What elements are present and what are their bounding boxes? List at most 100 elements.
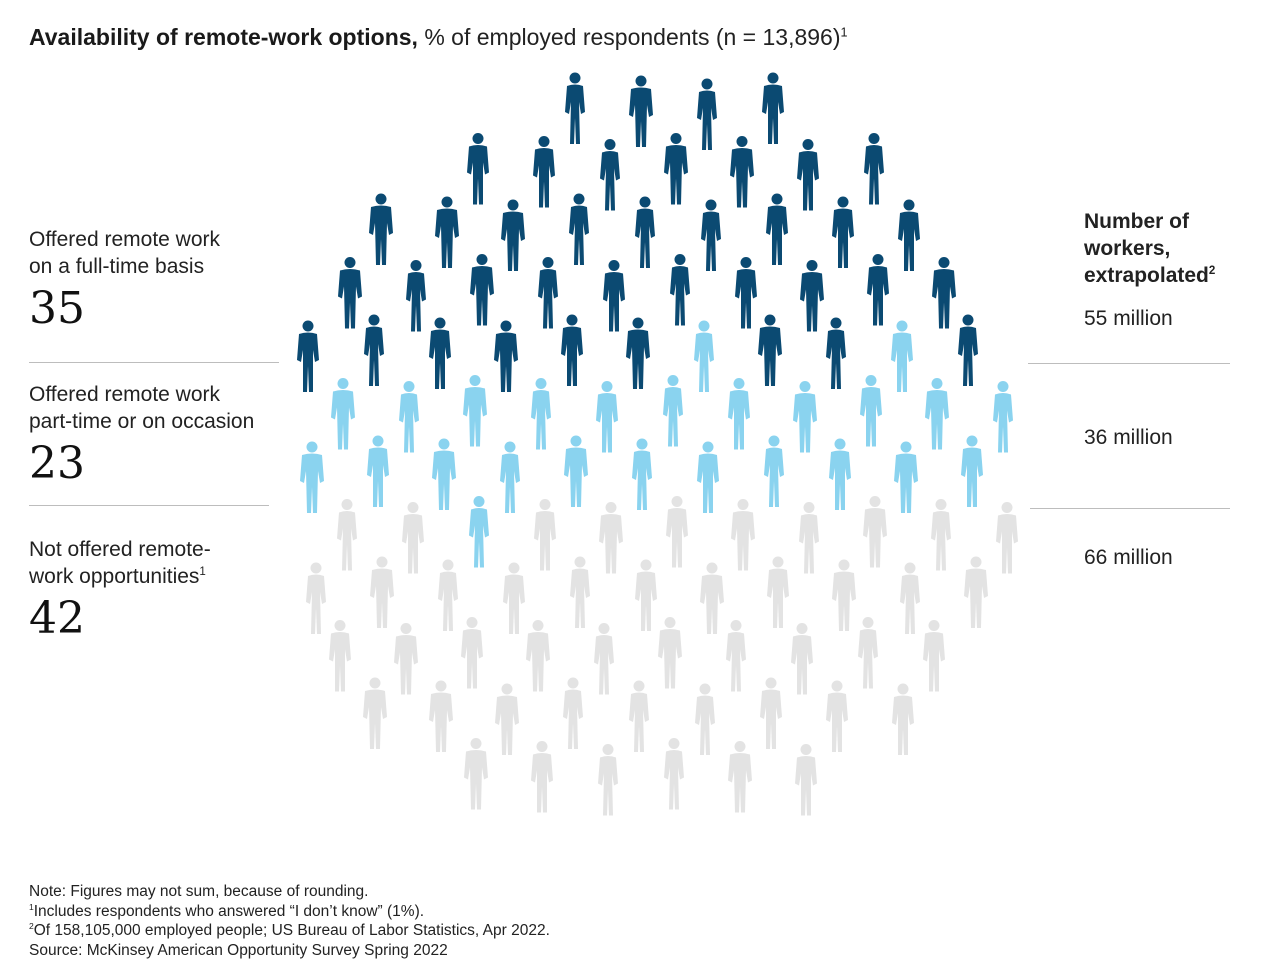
person-icon (402, 502, 424, 574)
person-icon (695, 683, 715, 755)
workers-part-time: 36 million (1084, 426, 1173, 449)
person-icon (697, 78, 717, 150)
person-icon (629, 75, 653, 147)
category-full-time: Offered remote work on a full-time basis… (29, 226, 289, 334)
person-icon (793, 381, 817, 453)
person-icon (538, 257, 558, 329)
divider (1028, 363, 1230, 364)
person-icon (594, 623, 614, 695)
person-icon (500, 441, 520, 513)
person-icon (329, 620, 351, 692)
person-icon (670, 254, 690, 326)
person-icon (832, 196, 854, 268)
person-icon (632, 438, 652, 510)
divider (29, 505, 269, 506)
person-icon (635, 196, 655, 268)
person-icon (603, 260, 625, 332)
person-icon (697, 441, 719, 513)
chart-title-footnote-mark: 1 (840, 25, 848, 40)
person-icon (996, 502, 1018, 574)
footnote-mark: 2 (29, 920, 34, 931)
person-icon (367, 435, 389, 507)
person-icon (892, 683, 914, 755)
person-icon (438, 559, 458, 631)
category-label-text: work opportunities (29, 565, 200, 588)
category-value-part-time: 23 (29, 438, 85, 489)
person-icon (469, 496, 489, 568)
person-icon (563, 677, 583, 749)
person-icon (429, 680, 453, 752)
person-icon (432, 438, 456, 510)
person-icon (726, 620, 746, 692)
person-icon (596, 381, 618, 453)
person-icon (961, 435, 983, 507)
person-icon (760, 677, 782, 749)
person-icon (863, 496, 887, 568)
person-icon (931, 499, 951, 571)
workers-header-line-last: extrapolated2 (1084, 262, 1215, 289)
person-icon (932, 257, 956, 329)
person-icon (570, 556, 590, 628)
category-label-full-time: Offered remote work on a full-time basis (29, 226, 289, 280)
person-icon (394, 623, 418, 695)
person-icon (867, 254, 889, 326)
category-label-part-time: Offered remote work part-time or on occa… (29, 381, 289, 435)
person-icon (993, 381, 1013, 453)
person-icon (565, 72, 585, 144)
workers-header-text: extrapolated (1084, 264, 1209, 287)
person-icon (728, 378, 750, 450)
person-icon (923, 620, 945, 692)
person-icon (898, 199, 920, 271)
person-icon (598, 744, 618, 816)
footnote-mark: 1 (199, 566, 206, 578)
person-icon (826, 317, 846, 389)
category-part-time: Offered remote work part-time or on occa… (29, 381, 289, 489)
category-value-not-offered: 42 (29, 593, 85, 644)
footnote-1: 1Includes respondents who answered “I do… (29, 902, 550, 922)
person-icon (564, 435, 588, 507)
person-icon (764, 435, 784, 507)
person-icon (531, 378, 551, 450)
person-icon (791, 623, 813, 695)
person-icon (369, 193, 393, 265)
person-icon (891, 320, 913, 392)
person-icon (663, 375, 683, 447)
person-icon (762, 72, 784, 144)
person-icon (664, 133, 688, 205)
person-icon (363, 677, 387, 749)
person-icon (495, 683, 519, 755)
person-icon (635, 559, 657, 631)
person-icon (406, 260, 426, 332)
person-icon (858, 617, 878, 689)
category-label-line: Offered remote work (29, 228, 221, 251)
person-icon (399, 381, 419, 453)
person-icon (767, 556, 789, 628)
chart-title-bold: Availability of remote-work options, (29, 24, 418, 50)
person-icon (925, 378, 949, 450)
person-icon (766, 193, 788, 265)
person-icon (364, 314, 384, 386)
workers-header: Number of workers, extrapolated2 (1084, 208, 1215, 289)
person-icon (832, 559, 856, 631)
category-label-line: work opportunities1 (29, 563, 289, 590)
person-icon (300, 441, 324, 513)
chart-title: Availability of remote-work options, % o… (29, 24, 848, 51)
workers-not-offered: 66 million (1084, 546, 1173, 569)
person-icon (503, 562, 525, 634)
person-icon (700, 562, 724, 634)
person-icon (370, 556, 394, 628)
person-icon (829, 438, 851, 510)
person-icon (694, 320, 714, 392)
workers-header-line: workers, (1084, 237, 1171, 260)
person-icon (730, 136, 754, 208)
person-icon (561, 314, 583, 386)
person-icon (701, 199, 721, 271)
note-text: Note: Figures may not sum, because of ro… (29, 883, 369, 900)
footnote-mark: 2 (1208, 265, 1216, 277)
person-icon (569, 193, 589, 265)
person-icon (826, 680, 848, 752)
divider (1030, 508, 1230, 509)
person-icon (629, 680, 649, 752)
person-icon (731, 499, 755, 571)
